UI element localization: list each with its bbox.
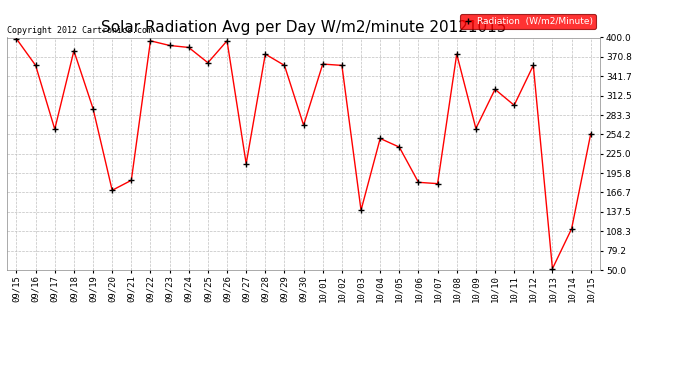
Text: Copyright 2012 Cartronics.com: Copyright 2012 Cartronics.com — [7, 26, 152, 35]
Title: Solar Radiation Avg per Day W/m2/minute 20121015: Solar Radiation Avg per Day W/m2/minute … — [101, 20, 506, 35]
Legend: Radiation  (W/m2/Minute): Radiation (W/m2/Minute) — [460, 14, 595, 28]
